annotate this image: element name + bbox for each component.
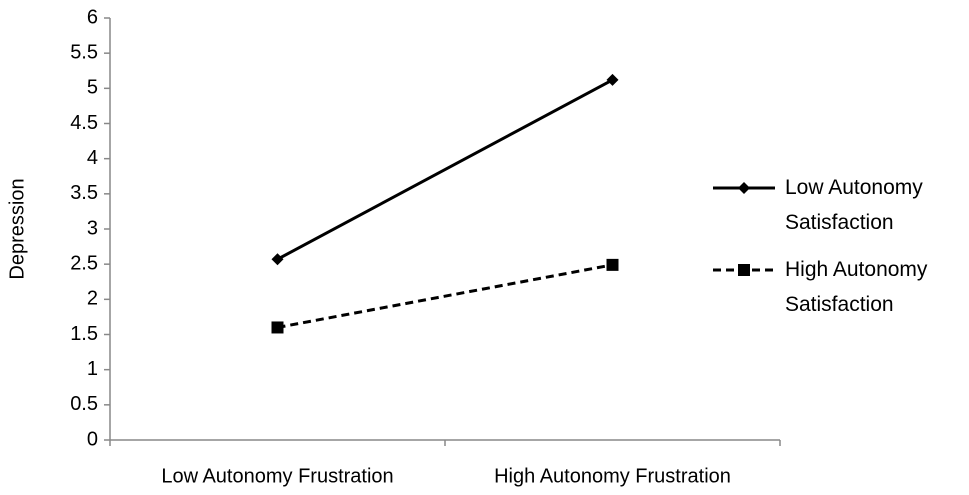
y-tick-label: 2.5	[70, 252, 98, 274]
y-tick-label: 0	[87, 428, 98, 450]
x-tick-label: Low Autonomy Frustration	[161, 465, 393, 487]
y-tick-label: 4.5	[70, 112, 98, 134]
data-point	[271, 321, 284, 334]
y-tick-label: 5.5	[70, 41, 98, 63]
data-point	[606, 258, 619, 271]
y-tick-label: 0.5	[70, 393, 98, 415]
legend-label: Low Autonomy Satisfaction	[785, 176, 923, 234]
y-tick-label: 4	[87, 147, 98, 169]
legend-marker	[738, 264, 750, 276]
y-axis-title: Depression	[6, 178, 28, 279]
series-line	[276, 78, 614, 261]
y-tick-label: 6	[87, 6, 98, 28]
y-tick-label: 1.5	[70, 323, 98, 345]
legend-marker	[738, 182, 750, 194]
y-tick-label: 2	[87, 288, 98, 310]
y-tick-label: 1	[87, 358, 98, 380]
x-tick-label: High Autonomy Frustration	[494, 465, 731, 487]
data-point	[606, 73, 619, 86]
y-tick-label: 5	[87, 77, 98, 99]
y-tick-label: 3	[87, 217, 98, 239]
data-point	[271, 253, 284, 266]
legend-label: High Autonomy Satisfaction	[785, 258, 928, 316]
series-line	[277, 263, 613, 329]
y-tick-label: 3.5	[70, 182, 98, 204]
